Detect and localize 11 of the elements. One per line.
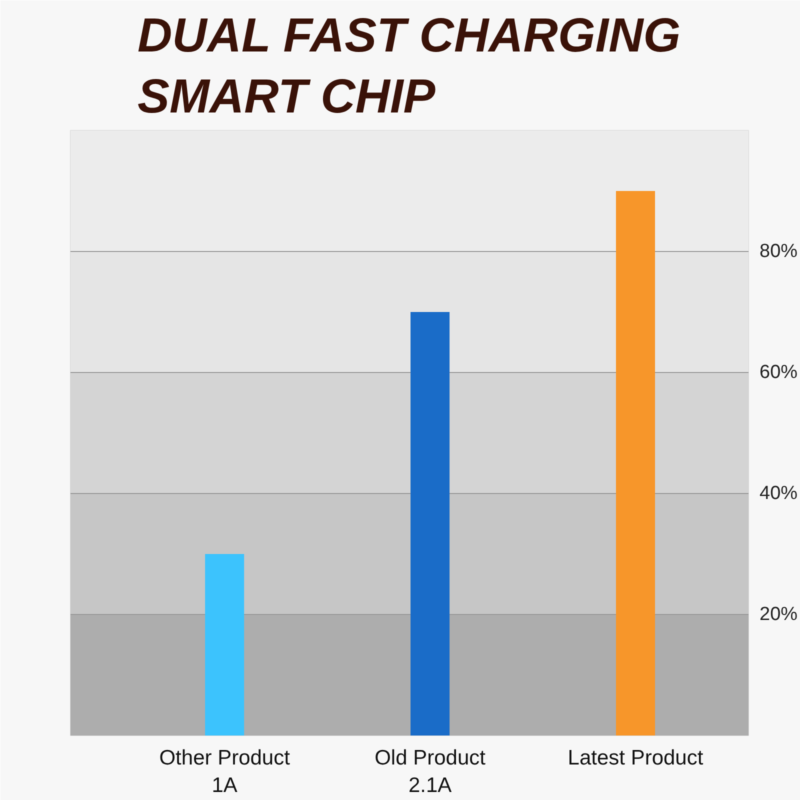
x-tick-label: Latest Product <box>568 746 704 770</box>
y-tick-label: 40% <box>760 483 798 504</box>
bar <box>410 312 450 736</box>
x-tick-label: Other Product 1A <box>159 746 290 798</box>
bar <box>616 191 656 736</box>
y-tick-label: 80% <box>760 241 798 262</box>
bar <box>205 554 244 736</box>
y-tick-label: 60% <box>760 362 798 383</box>
x-tick-label: Old Product 2.1A <box>374 746 486 798</box>
y-tick-label: 20% <box>760 604 798 625</box>
chart-title: DUAL FAST CHARGING SMART CHIP <box>138 10 681 124</box>
